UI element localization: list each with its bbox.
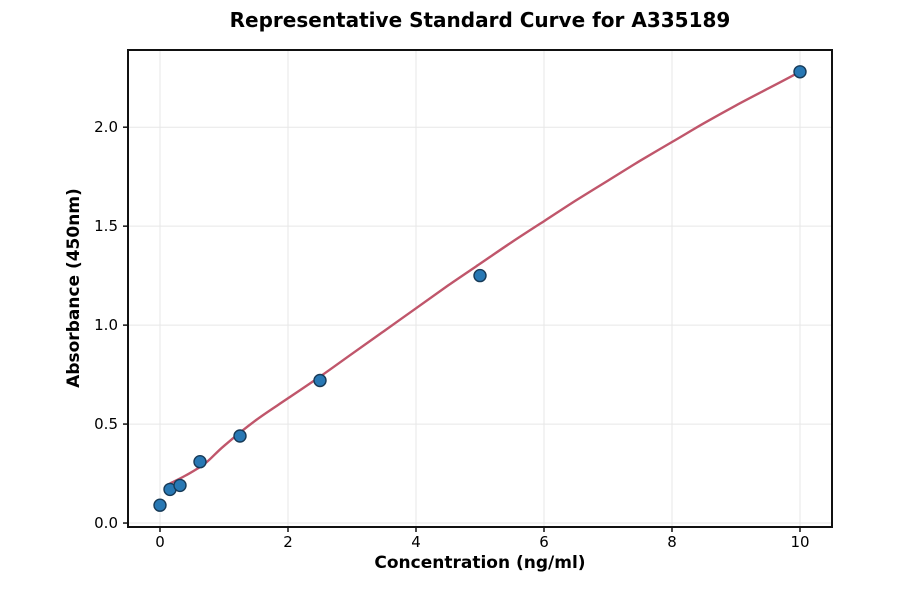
x-tick-label: 4 (411, 533, 421, 551)
x-tick-label: 8 (667, 533, 677, 551)
y-axis-label: Absorbance (450nm) (64, 188, 84, 388)
x-tick-label: 2 (283, 533, 293, 551)
data-point (153, 498, 167, 512)
x-tick-label: 6 (539, 533, 549, 551)
data-point (793, 65, 807, 79)
tick-labels-group: 0 2 4 6 8 10 0.0 0.5 1.0 1.5 2.0 (94, 118, 809, 551)
axes-box (127, 49, 833, 528)
data-point (193, 455, 207, 469)
y-tick-label: 2.0 (94, 118, 118, 136)
x-tick-label: 10 (790, 533, 809, 551)
y-tick-label: 0.5 (94, 415, 118, 433)
chart-title: Representative Standard Curve for A33518… (229, 8, 731, 32)
ticks-group (123, 126, 801, 532)
data-point (313, 373, 327, 388)
data-point (233, 429, 247, 443)
axes-spines-group (127, 49, 833, 528)
y-tick-label: 1.0 (94, 316, 118, 334)
x-tick-label: 0 (155, 533, 165, 551)
data-point (473, 268, 487, 283)
y-tick-label: 0.0 (94, 514, 118, 532)
gridlines-group (128, 50, 832, 527)
data-point (173, 478, 187, 493)
y-tick-label: 1.5 (94, 217, 118, 235)
x-axis-label: Concentration (ng/ml) (374, 553, 586, 573)
data-points-group (153, 65, 807, 512)
